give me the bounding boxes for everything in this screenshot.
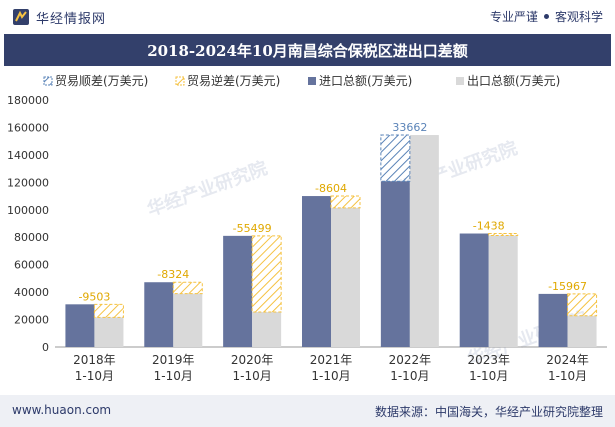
legend-export-swatch (456, 77, 464, 85)
x-tick-label-period: 1-10月 (548, 369, 587, 383)
x-tick-label-year: 2021年 (310, 353, 353, 367)
y-tick-label: 60000 (14, 259, 49, 272)
y-tick-label: 180000 (7, 94, 49, 107)
bar-deficit (93, 303, 124, 318)
bar-export (567, 315, 597, 347)
data-label: -8324 (157, 268, 189, 281)
bar-import (65, 304, 95, 347)
bar-export (252, 312, 282, 347)
data-label: -8604 (315, 182, 347, 195)
legend-import-label: 进口总额(万美元) (319, 74, 412, 88)
x-tick-label-year: 2020年 (231, 353, 274, 367)
title-bar: 2018-2024年10月南昌综合保税区进出口差额 (4, 34, 611, 66)
x-tick-label-year: 2022年 (389, 353, 432, 367)
x-tick-label-period: 1-10月 (154, 369, 193, 383)
data-label: -9503 (78, 290, 110, 303)
x-tick-label-year: 2024年 (546, 353, 589, 367)
top-bar: 华经情报网 专业严谨 客观科学 (0, 0, 615, 34)
x-tick-label-period: 1-10月 (390, 369, 429, 383)
footer: www.huaon.com 数据来源：中国海关，华经产业研究院整理 (0, 395, 615, 427)
bar-export (331, 207, 360, 347)
legend-surplus-label: 贸易顺差(万美元) (55, 74, 148, 88)
bar-deficit (251, 235, 282, 313)
bar-export (409, 135, 439, 347)
data-label: -15967 (548, 280, 587, 293)
bar-import (144, 282, 174, 347)
y-tick-label: 160000 (7, 121, 49, 134)
bar-import (223, 235, 253, 347)
bar-deficit (567, 293, 598, 317)
data-label: -55499 (233, 222, 272, 235)
chart-title: 2018-2024年10月南昌综合保税区进出口差额 (147, 41, 468, 60)
x-tick-label-period: 1-10月 (469, 369, 508, 383)
legend-surplus-swatch (43, 76, 53, 86)
y-tick-label: 40000 (14, 286, 49, 299)
bar-deficit (488, 233, 519, 236)
bar-deficit (330, 195, 361, 209)
y-tick-label: 80000 (14, 231, 49, 244)
tagline: 专业严谨 客观科学 (490, 8, 603, 25)
bar-surplus (380, 134, 411, 182)
y-tick-label: 120000 (7, 176, 49, 189)
huajing-logo-icon (13, 9, 29, 25)
bar-import (538, 293, 568, 347)
bars (65, 134, 598, 347)
bar-import (302, 196, 331, 347)
x-tick-label-year: 2023年 (467, 353, 510, 367)
legend-deficit-swatch (175, 76, 185, 86)
bar-deficit (172, 281, 203, 295)
bar-export (173, 293, 203, 347)
tagline-professional: 专业严谨 (489, 10, 538, 24)
legend-import-swatch (308, 77, 316, 85)
website-link[interactable]: www.huaon.com (12, 403, 112, 417)
x-axis: 2018年 1-10月 2019年 1-10月 2020年 1-10月 2021年 1-10月… (73, 353, 589, 383)
data-label: 33662 (392, 121, 427, 134)
bar-import (380, 181, 410, 347)
bar-export (94, 317, 124, 347)
bar-import (459, 233, 489, 347)
separator-dot-icon (543, 14, 549, 19)
x-tick-label-year: 2018年 (73, 353, 116, 367)
data-label: -1438 (473, 220, 505, 233)
brand-name: 华经情报网 (36, 11, 107, 27)
x-tick-label-period: 1-10月 (75, 369, 114, 383)
x-tick-label-period: 1-10月 (311, 369, 350, 383)
y-tick-label: 140000 (7, 149, 49, 162)
legend-export-label: 出口总额(万美元) (467, 74, 560, 88)
watermark-text: 华经产业研究院 (144, 157, 270, 221)
legend-deficit-label: 贸易逆差(万美元) (187, 73, 280, 88)
y-tick-label: 100000 (7, 204, 49, 217)
brand: 华经情报网 (12, 6, 106, 28)
bar-export (488, 235, 518, 347)
legend: 贸易顺差(万美元) 贸易逆差(万美元) 进口总额(万美元) 出口总额(万美元) (43, 73, 560, 88)
x-tick-label-period: 1-10月 (233, 369, 272, 383)
y-tick-label: 20000 (14, 314, 49, 327)
data-labels: -9503 -8324 -55499 -8604 33662 -1438 -15967 (78, 121, 587, 303)
y-tick-label: 0 (42, 341, 49, 354)
x-tick-label-year: 2019年 (152, 353, 195, 367)
data-source: 数据来源：中国海关，华经产业研究院整理 (374, 405, 603, 419)
tagline-objective: 客观科学 (554, 10, 603, 24)
